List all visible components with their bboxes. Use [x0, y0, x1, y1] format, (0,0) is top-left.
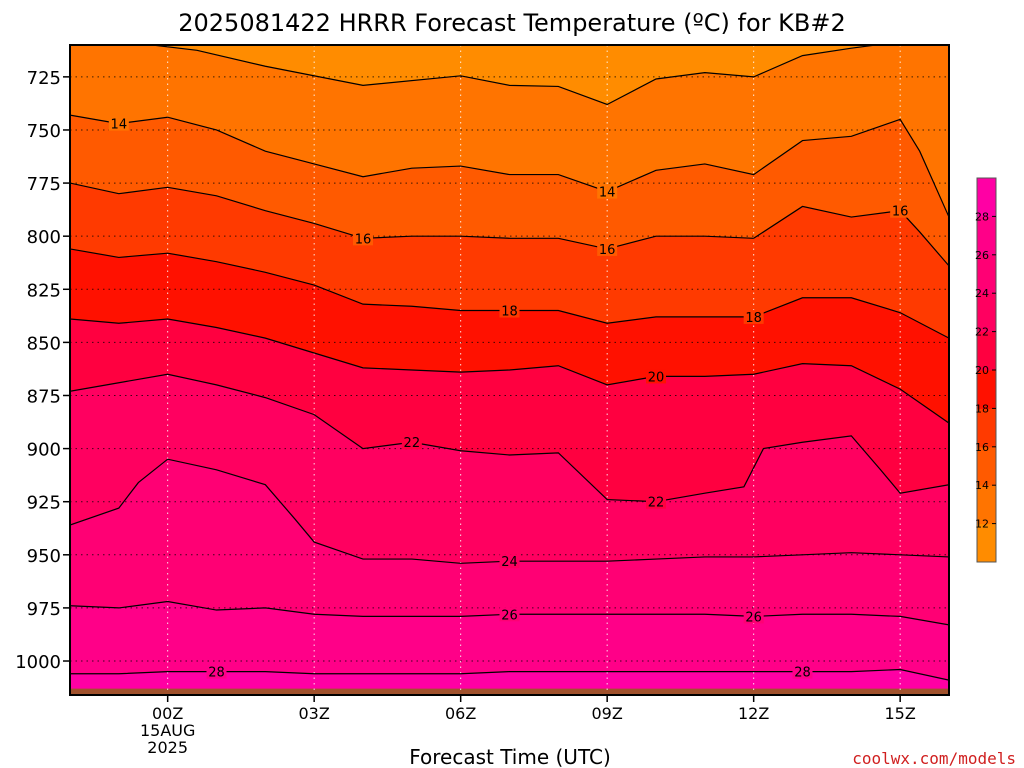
colorbar: 12 14 16 18 20 22 24 26 28: [975, 177, 997, 563]
colorbar-swatch: [977, 523, 996, 563]
contour-line-16: [70, 182, 949, 267]
contour-label: 26: [745, 610, 762, 625]
contour-label-background: [499, 554, 520, 569]
colorbar-swatch: [977, 254, 996, 294]
contour-label-background: [890, 203, 911, 218]
colorbar-swatch: [977, 178, 996, 217]
contour-label: 28: [794, 666, 811, 681]
y-tick-label: 775: [27, 174, 61, 195]
temperature-band-below-14: [70, 45, 949, 218]
contour-labels: 14 14 16 16 16 18 18 20 22 22 24 26 26 28 28: [108, 116, 911, 681]
y-tick-label: 825: [27, 280, 61, 301]
y-tick-label: 975: [27, 599, 61, 620]
colorbar-tick-label: 16: [975, 441, 989, 454]
contour-line-20: [70, 318, 949, 424]
colorbar-swatch: [977, 293, 996, 333]
contour-label: 28: [208, 666, 225, 681]
contour-label: 16: [599, 243, 616, 258]
contour-label-background: [646, 494, 666, 509]
chart-title: 2025081422 HRRR Forecast Temperature (ºC…: [178, 9, 846, 37]
contour-label: 18: [745, 311, 762, 326]
y-tick-label: 800: [27, 227, 61, 248]
colorbar-tick-label: 20: [975, 364, 989, 377]
contour-label-background: [206, 664, 227, 679]
contour-label-background: [108, 116, 129, 131]
contour-label: 16: [892, 205, 909, 220]
x-tick-label: 00Z: [152, 704, 183, 723]
contour-label: 22: [404, 436, 421, 451]
contour-label-background: [353, 231, 373, 246]
x-axis-label: Forecast Time (UTC): [409, 745, 611, 768]
colorbar-tick-label: 12: [975, 518, 989, 531]
x-tick-sublabel: 15AUG: [140, 721, 195, 740]
contour-line-14: [70, 114, 949, 218]
contour-label-background: [597, 241, 618, 256]
contour-label-background: [499, 303, 520, 318]
contour-label-background: [792, 664, 813, 679]
y-tick-label: 900: [27, 440, 61, 461]
ground-surface: [70, 688, 949, 695]
x-tick-sublabel: 2025: [147, 738, 188, 757]
contour-label-background: [743, 309, 764, 324]
credit-text: coolwx.com/models: [852, 749, 1016, 768]
contour-label-background: [646, 369, 666, 384]
y-tick-label: 875: [27, 386, 61, 407]
colorbar-tick-label: 18: [975, 402, 989, 415]
x-tick-label: 15Z: [885, 704, 916, 723]
contour-label-background: [401, 435, 422, 450]
contour-label: 24: [501, 555, 518, 570]
contour-line-22: [70, 373, 949, 503]
colorbar-tick-label: 26: [975, 249, 989, 262]
ground-below-surface: [70, 688, 949, 695]
contour-line-24: [70, 458, 949, 564]
x-tick-label: 03Z: [299, 704, 330, 723]
contour-label: 26: [501, 608, 518, 623]
temperature-fill-layer: [70, 45, 949, 695]
y-tick-label: 1000: [15, 652, 61, 673]
colorbar-tick-label: 14: [975, 479, 989, 492]
contour-line-12: [147, 45, 881, 106]
colorbar-tick-label: 22: [975, 326, 989, 339]
x-tick-label: 12Z: [738, 704, 769, 723]
y-tick-label: 950: [27, 546, 61, 567]
colorbar-swatch: [977, 331, 996, 371]
contour-label: 16: [355, 232, 372, 247]
colorbar-swatch: [977, 370, 996, 409]
colorbar-tick-label: 24: [975, 287, 989, 300]
contour-label-background: [499, 607, 520, 622]
y-axis: 725 750 775 800 825 850 875 900 925 950 975 1000: [15, 68, 70, 673]
y-tick-label: 750: [27, 121, 61, 142]
y-tick-label: 925: [27, 493, 61, 514]
contour-label-background: [597, 184, 618, 199]
contour-label: 22: [648, 496, 665, 511]
colorbar-swatch: [977, 408, 996, 448]
y-tick-label: 850: [27, 333, 61, 354]
plot-frame: [69, 44, 950, 696]
contour-label: 14: [111, 118, 128, 133]
colorbar-swatch: [977, 485, 996, 525]
y-tick-label: 725: [27, 68, 61, 89]
colorbar-swatch: [977, 216, 996, 256]
x-tick-label: 09Z: [592, 704, 623, 723]
contour-label: 14: [599, 186, 616, 201]
x-tick-label: 06Z: [445, 704, 476, 723]
temperature-band-below-12: [152, 45, 876, 105]
colorbar-tick-label: 28: [975, 210, 989, 223]
colorbar-swatch: [977, 446, 996, 486]
contour-label: 20: [648, 370, 665, 385]
contour-label-background: [743, 609, 764, 624]
contour-label: 18: [501, 305, 518, 320]
